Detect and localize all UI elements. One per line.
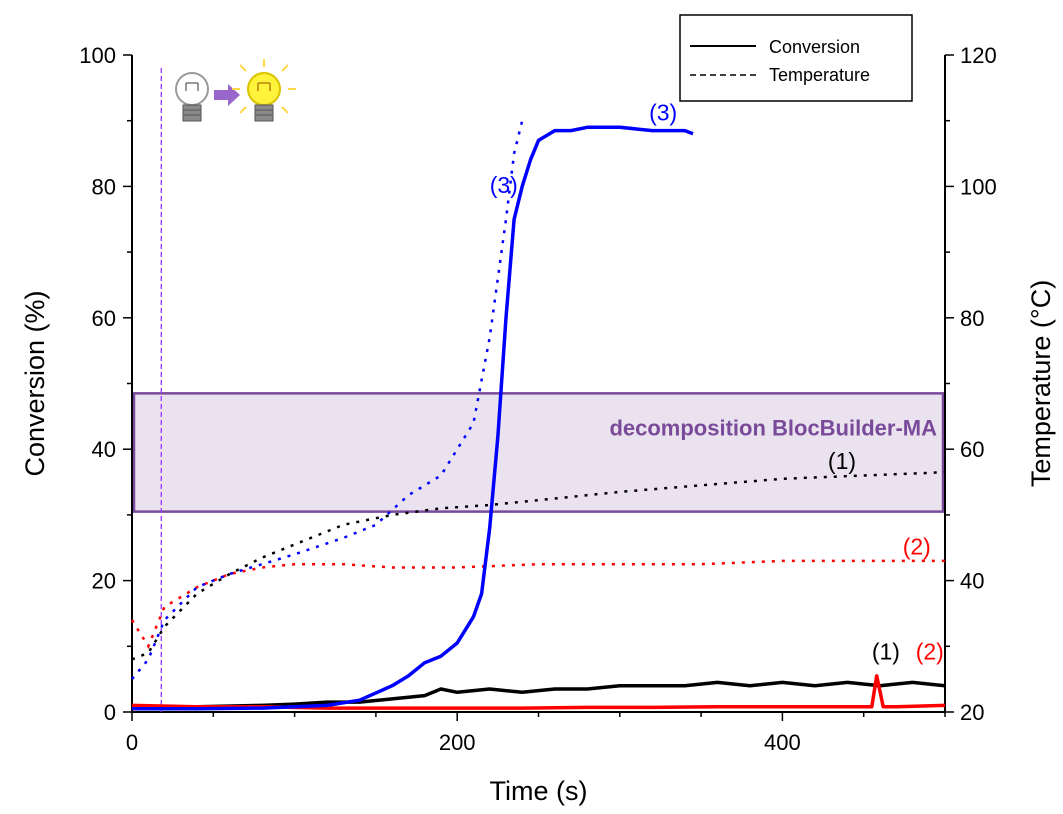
y2-tick-label: 100: [960, 174, 997, 199]
axes-layer: 0 200 400 0 20 40 60 80 100 20 40 60 80 100 120 Time (s…: [20, 43, 1056, 806]
y2-tick-label: 60: [960, 437, 984, 462]
x-tick-label: 0: [126, 730, 138, 755]
y2-tick-label: 20: [960, 700, 984, 725]
temperature-series-line: [131, 120, 524, 680]
y-tick-label: 20: [92, 569, 116, 594]
series-annotation: (1): [828, 448, 856, 474]
series-annotation: (3): [649, 100, 677, 126]
decomposition-band-layer: decomposition BlocBuilder-MA: [132, 392, 945, 513]
legend-temperature-label: Temperature: [769, 65, 870, 85]
light-switch-icon: [175, 59, 296, 122]
x-tick-label: 200: [439, 730, 476, 755]
y2-tick-label: 120: [960, 43, 997, 68]
y-tick-label: 0: [104, 700, 116, 725]
x-axis-title: Time (s): [490, 776, 588, 806]
legend: Conversion Temperature: [679, 14, 913, 102]
temperature-series-line: [130, 559, 945, 650]
series-annotation: (2): [916, 638, 944, 664]
x-tick-label: 400: [764, 730, 801, 755]
bulb-off-icon: [175, 72, 209, 122]
y-tick-label: 80: [92, 174, 116, 199]
series-layer: [130, 120, 946, 711]
y2-tick-label: 80: [960, 306, 984, 331]
y-tick-label: 100: [79, 43, 116, 68]
legend-box: [679, 14, 913, 102]
conversion-series-line: [132, 125, 694, 711]
series-annotation: (2): [903, 533, 931, 559]
decomposition-band-label: decomposition BlocBuilder-MA: [609, 415, 937, 440]
bulb-on-icon: [232, 59, 296, 122]
y2-tick-label: 40: [960, 569, 984, 594]
y-axis-title: Conversion (%): [20, 290, 50, 476]
conversion-series-line: [131, 680, 946, 711]
y-tick-label: 40: [92, 437, 116, 462]
series-annotation: (3): [490, 172, 518, 198]
arrow-right-icon: [214, 84, 240, 106]
legend-conversion-label: Conversion: [769, 37, 860, 57]
y2-axis-title: Temperature (°C): [1026, 280, 1056, 487]
series-annotation: (1): [872, 638, 900, 664]
decomposition-band: [132, 392, 945, 513]
y-tick-label: 60: [92, 306, 116, 331]
annotation-layer: (3) (3) (1) (2) (1) (2): [490, 100, 944, 665]
